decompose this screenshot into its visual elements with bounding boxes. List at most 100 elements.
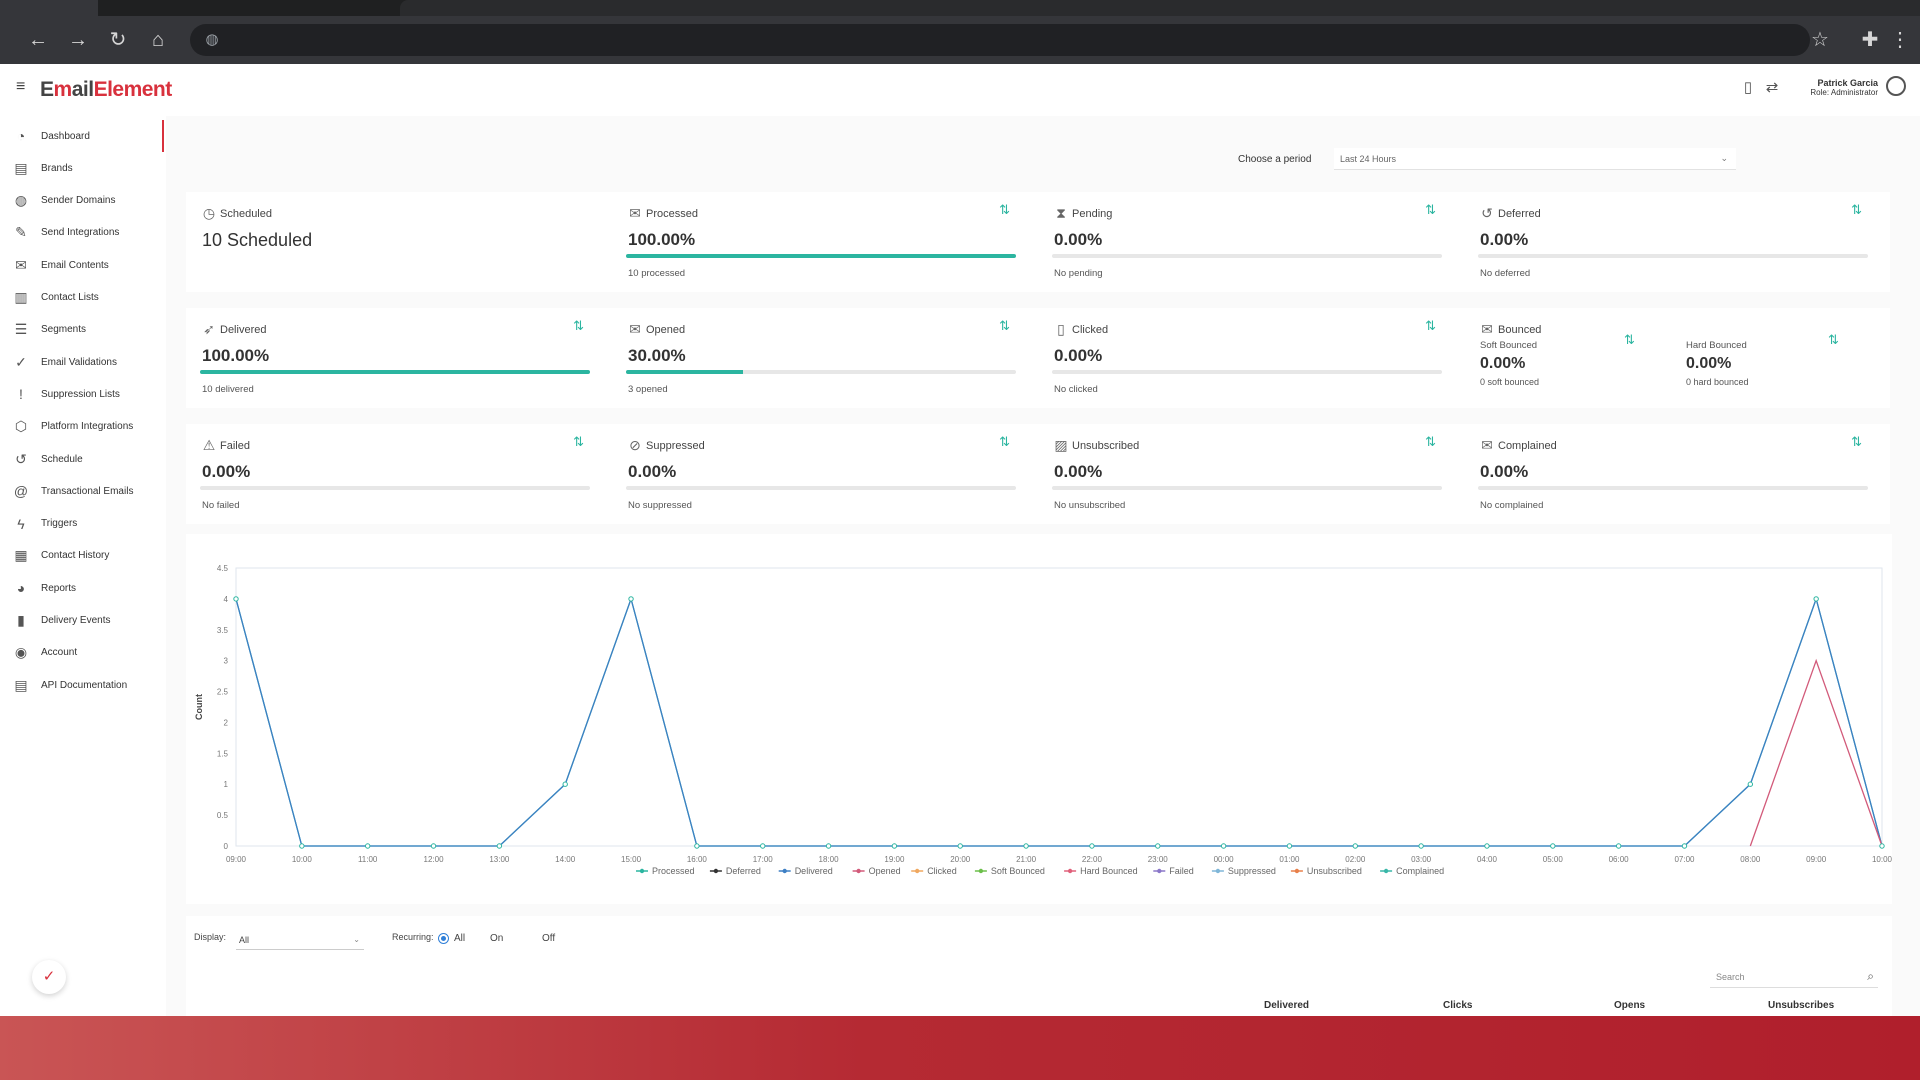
sort-icon[interactable]: ⇅ [1851,434,1862,449]
x-tick-label: 18:00 [819,855,840,864]
legend-label: Opened [869,866,901,876]
sidebar-item-sender-domains[interactable]: ◍ Sender Domains [0,185,164,217]
card-sub: No clicked [1054,384,1098,395]
column-header-delivered[interactable]: Delivered [1264,1000,1310,1011]
card-value: 0.00% [1480,230,1529,249]
sort-icon[interactable]: ⇅ [999,434,1010,449]
x-tick-label: 12:00 [424,855,445,864]
data-point [1220,843,1227,849]
x-tick-label: 13:00 [489,855,510,864]
soft-bounced-sub: 0 soft bounced [1480,377,1540,387]
mobile-icon[interactable]: ▯ [1743,79,1753,96]
sidebar-item-label: Segments [41,324,87,336]
sort-icon[interactable]: ⇅ [1425,202,1436,217]
logo-prefix: E [40,78,54,101]
sort-icon[interactable]: ⇅ [1425,318,1436,333]
history-icon: ↺ [15,450,27,467]
sort-icon[interactable]: ⇅ [1624,332,1635,347]
legend-marker [1157,868,1162,874]
column-header-unsubscribes[interactable]: Unsubscribes [1768,1000,1835,1011]
sort-icon[interactable]: ⇅ [573,318,584,333]
plot-frame [235,567,1883,847]
sidebar-item-suppression-lists[interactable]: ! Suppression Lists [0,378,164,410]
sort-icon[interactable]: ⇅ [999,318,1010,333]
progress-bar [626,370,1016,374]
sidebar-item-label: Platform Integrations [41,421,134,433]
sidebar-item-label: Email Contents [41,259,109,271]
sidebar-item-brands[interactable]: ▤ Brands [0,152,164,184]
progress-fill [626,254,1016,258]
sidebar-item-reports[interactable]: ◕ Reports [0,572,164,604]
x-tick-label: 16:00 [687,855,708,864]
card-value: 0.00% [1480,462,1529,481]
sidebar-item-api-documentation[interactable]: ▤ API Documentation [0,669,164,701]
at-icon: @ [13,483,29,500]
sidebar-item-account[interactable]: ◉ Account [0,637,164,669]
recurring-all-radio[interactable]: All [438,933,465,944]
sidebar-item-email-validations[interactable]: ✓ Email Validations [0,346,164,378]
account-icon: ◉ [14,644,28,661]
sidebar-item-contact-lists[interactable]: ▥ Contact Lists [0,282,164,314]
progress-bar [200,486,590,490]
user-avatar-icon[interactable] [1886,76,1906,96]
x-tick-label: 10:00 [1872,855,1892,864]
browser-menu-icon[interactable]: ⋮ [1890,29,1910,51]
feedback-icon[interactable]: ✓ [32,960,66,994]
card-clicked: ▯ Clicked ⇅ 0.00% No clicked [1038,308,1464,408]
sort-icon[interactable]: ⇅ [999,202,1010,217]
sidebar-item-transactional-emails[interactable]: @ Transactional Emails [0,475,164,507]
logo-suffix: Element [93,78,173,101]
star-icon[interactable]: ☆ [1811,29,1829,51]
sidebar-item-dashboard[interactable]: ◔ Dashboard [0,120,164,152]
sort-icon[interactable]: ⇅ [1828,332,1839,347]
period-select[interactable]: Last 24 Hours ⌄ [1334,148,1736,170]
hamburger-icon[interactable]: ≡ [16,78,26,95]
browser-tab[interactable] [0,0,98,16]
app: ≡ EmailElement ▯ ⇄ Patrick Garcia Role: … [0,64,1920,1016]
sidebar-item-label: Triggers [41,518,78,530]
sidebar-item-platform-integrations[interactable]: ⬡ Platform Integrations [0,411,164,443]
sidebar-item-delivery-events[interactable]: ▮ Delivery Events [0,605,164,637]
series-line-delivered [235,596,1883,847]
sidebar-item-triggers[interactable]: ϟ Triggers [0,508,164,540]
x-tick-label: 09:00 [1806,855,1827,864]
main-content: Choose a period Last 24 Hours ⌄ ◷ Schedu… [186,116,1896,1016]
sidebar-item-send-integrations[interactable]: ✎ Send Integrations [0,217,164,249]
legend-label: Soft Bounced [991,866,1045,876]
column-header-clicks[interactable]: Clicks [1443,1000,1473,1011]
recurring-off-radio[interactable]: Off [542,933,555,944]
card-value: 30.00% [628,346,686,365]
card-value: 0.00% [1054,346,1103,365]
home-icon[interactable]: ⌂ [151,29,165,51]
card-title: Complained [1498,440,1557,452]
sort-icon[interactable]: ⇅ [1425,434,1436,449]
warning-icon: ⚠ [202,437,216,453]
data-point [364,843,371,849]
browser-tab-area [400,0,1920,16]
card-title: Clicked [1072,324,1109,336]
back-icon[interactable]: ← [28,29,48,51]
reload-icon[interactable]: ↻ [109,29,127,51]
display-select[interactable]: All ⌄ [236,930,364,950]
card-title: Opened [646,324,686,336]
sort-icon[interactable]: ⇅ [1851,202,1862,217]
sidebar-item-label: Account [41,647,78,659]
sidebar-item-email-contents[interactable]: ✉ Email Contents [0,249,164,281]
complaint-mail-icon: ✉ [1481,437,1493,453]
legend-label: Complained [1396,866,1444,876]
x-tick-label: 17:00 [753,855,774,864]
sidebar-item-schedule[interactable]: ↺ Schedule [0,443,164,475]
extensions-icon[interactable]: ✚ [1861,29,1879,51]
x-tick-label: 14:00 [555,855,576,864]
translate-icon[interactable]: ⇄ [1765,79,1779,96]
sort-icon[interactable]: ⇅ [573,434,584,449]
recurring-on-radio[interactable]: On [490,933,503,944]
sidebar-item-segments[interactable]: ☰ Segments [0,314,164,346]
address-bar[interactable]: ◍ [190,24,1810,56]
sidebar-item-contact-history[interactable]: ▦ Contact History [0,540,164,572]
search-input[interactable]: Search ⌕ [1710,966,1878,988]
column-header-opens[interactable]: Opens [1614,1000,1646,1011]
sidebar-item-label: Send Integrations [41,227,120,239]
forward-icon[interactable]: → [68,29,88,51]
filters-panel: Display: All ⌄ Recurring: All On Off Sea… [186,916,1892,1016]
